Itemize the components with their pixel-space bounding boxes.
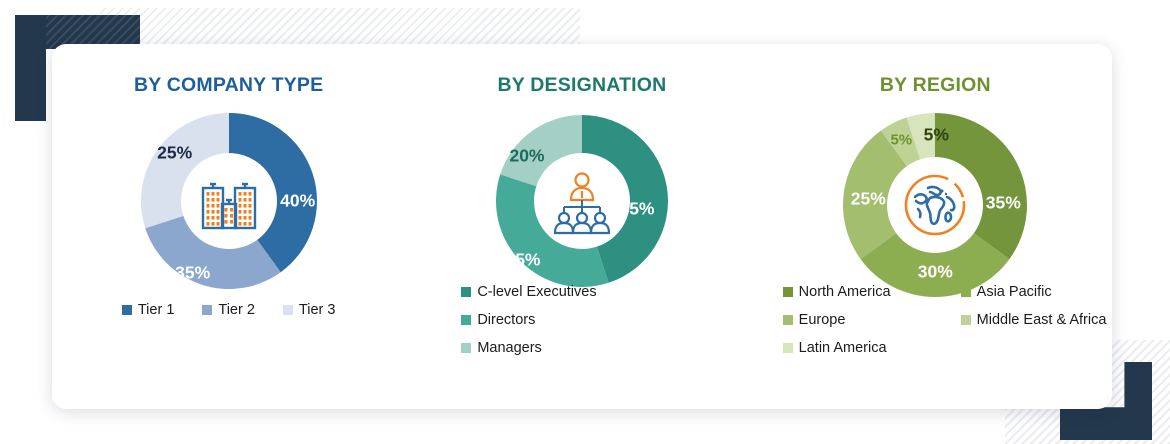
donut-label-tier-3: 25%	[157, 142, 193, 163]
donut-slice-tier-3	[140, 112, 229, 229]
legend-item-asia-pacific[interactable]: Asia Pacific	[960, 284, 1112, 300]
legend-item-europe[interactable]: Europe	[782, 312, 961, 328]
legend-label: North America	[798, 284, 891, 300]
legend-item-directors[interactable]: Directors	[461, 312, 758, 328]
panel-title-designation: BY DESIGNATION	[497, 74, 667, 96]
chart-card: BY COMPANY TYPE	[52, 44, 1112, 409]
donut-svg-region	[843, 113, 1028, 297]
legend-company-type: Tier 1 Tier 2 Tier 3	[52, 302, 405, 318]
legend-label: Asia Pacific	[976, 284, 1052, 300]
legend-swatch-icon	[960, 315, 971, 325]
legend-label: Tier 2	[218, 302, 255, 318]
legend-item-middle-east-africa[interactable]: Middle East & Africa	[960, 312, 1112, 328]
decor-corner-bracket-top-left-solid	[15, 15, 46, 121]
donut-chart-region: 35% 30% 25% 5% 5%	[835, 109, 1035, 301]
legend-label: Middle East & Africa	[976, 312, 1107, 328]
donut-slice-latin-america	[906, 113, 936, 160]
legend-region: North America Asia Pacific Europe Middle…	[759, 284, 1112, 356]
donut-label-tier-1: 40%	[280, 190, 316, 211]
donut-chart-designation: 45% 35% 20%	[487, 109, 677, 294]
legend-swatch-icon	[782, 315, 793, 325]
donut-label-asia-pacific: 30%	[917, 261, 953, 282]
donut-slice-europe	[843, 130, 908, 260]
chart-panels: BY COMPANY TYPE	[52, 44, 1112, 409]
legend-swatch-icon	[282, 305, 293, 315]
legend-swatch-icon	[121, 305, 132, 315]
legend-swatch-icon	[782, 287, 793, 297]
legend-label: Latin America	[798, 340, 887, 356]
panel-company-type: BY COMPANY TYPE	[52, 44, 405, 409]
office-buildings-icon	[193, 166, 265, 238]
legend-item-tier-1[interactable]: Tier 1	[121, 302, 175, 318]
legend-item-latin-america[interactable]: Latin America	[782, 340, 961, 356]
donut-label-europe: 25%	[850, 188, 886, 209]
donut-label-c-level: 45%	[619, 198, 655, 219]
legend-swatch-icon	[960, 287, 971, 297]
panel-region: BY REGION	[759, 44, 1112, 409]
donut-label-middle-east-africa: 5%	[890, 131, 913, 149]
legend-label: Europe	[798, 312, 846, 328]
legend-label: Tier 3	[298, 302, 336, 318]
legend-item-managers[interactable]: Managers	[461, 340, 758, 356]
legend-item-c-level-executives[interactable]: C-level Executives	[461, 284, 758, 300]
legend-swatch-icon	[782, 343, 793, 353]
donut-svg-company-type	[140, 112, 317, 290]
donut-svg-designation	[495, 115, 668, 288]
donut-slice-tier-2	[144, 215, 281, 290]
donut-slice-middle-east-africa	[881, 117, 921, 167]
panel-designation: BY DESIGNATION	[405, 44, 758, 409]
panel-title-company-type: BY COMPANY TYPE	[133, 74, 324, 96]
donut-slice-asia-pacific	[860, 233, 1010, 297]
legend-label: C-level Executives	[477, 284, 597, 300]
legend-label: Managers	[477, 340, 542, 356]
legend-item-tier-3[interactable]: Tier 3	[282, 302, 336, 318]
legend-swatch-icon	[461, 343, 472, 353]
donut-slice-managers	[500, 115, 582, 187]
donut-slice-c-level	[581, 115, 668, 283]
legend-swatch-icon	[461, 315, 472, 325]
legend-swatch-icon	[202, 305, 213, 315]
donut-label-directors: 35%	[505, 249, 541, 270]
donut-label-managers: 20%	[509, 145, 545, 166]
legend-swatch-icon	[461, 287, 472, 297]
donut-label-latin-america: 5%	[923, 124, 949, 145]
globe-icon	[897, 167, 973, 243]
donut-slice-directors	[495, 174, 609, 288]
legend-label: Tier 1	[137, 302, 175, 318]
donut-slice-north-america	[935, 113, 1028, 260]
legend-item-north-america[interactable]: North America	[782, 284, 961, 300]
donut-label-tier-2: 35%	[175, 262, 211, 283]
donut-chart-company-type: 40% 35% 25%	[129, 109, 329, 294]
org-chart-people-icon	[545, 167, 619, 237]
donut-label-north-america: 35%	[985, 192, 1021, 213]
panel-title-region: BY REGION	[879, 74, 991, 96]
legend-item-tier-2[interactable]: Tier 2	[202, 302, 255, 318]
legend-designation: C-level Executives Directors Managers	[405, 284, 758, 368]
donut-slice-tier-1-body	[228, 113, 317, 273]
legend-label: Directors	[477, 312, 536, 328]
